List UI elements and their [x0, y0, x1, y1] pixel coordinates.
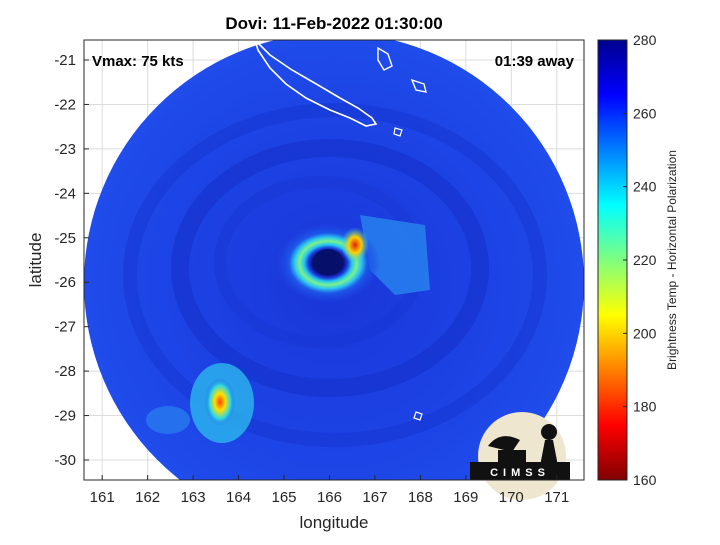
logo-dish [488, 436, 520, 452]
x-tick-label: 166 [317, 489, 342, 506]
cimss-logo: CIMSS [470, 412, 570, 500]
logo-building [498, 450, 526, 464]
y-axis-label: latitude [26, 233, 45, 288]
land-outline-new-caledonia [254, 40, 378, 127]
x-axis-label: longitude [299, 513, 368, 532]
chart-title: Dovi: 11-Feb-2022 01:30:00 [225, 14, 443, 33]
land-outline-island [413, 411, 423, 421]
y-tick-label: -21 [54, 52, 76, 69]
x-tick-label: 170 [499, 489, 524, 506]
y-tick-label: -30 [54, 452, 76, 469]
colorbar [597, 39, 628, 481]
vmax-label: Vmax: 75 kts [92, 53, 184, 70]
colorbar-ticks: 160 180 200 220 240 260 280 [623, 32, 657, 488]
spiral-band [123, 103, 547, 447]
brightness-temp-swath [84, 40, 584, 480]
x-tick-label: 168 [408, 489, 433, 506]
y-tick-label: -25 [54, 230, 76, 247]
convective-band-sw-core [205, 378, 235, 426]
y-tick-label: -29 [54, 408, 76, 425]
colorbar-tick-label: 280 [633, 32, 657, 48]
x-axis-ticks: 161 162 163 164 165 166 167 168 169 170 171 [90, 475, 569, 506]
colorbar-tick-label: 260 [633, 105, 657, 121]
land-outline-island [377, 46, 393, 71]
spiral-band [171, 139, 489, 397]
colorbar-tick-label: 200 [633, 325, 657, 341]
colorbar-tick-label: 160 [633, 472, 657, 488]
convective-band-sw-tail [146, 406, 190, 434]
eye [313, 249, 343, 275]
logo-text: CIMSS [490, 467, 550, 479]
colorbar-tick-label: 240 [633, 179, 657, 195]
y-tick-label: -27 [54, 319, 76, 336]
x-tick-label: 169 [453, 489, 478, 506]
colorbar-label: Brightness Temp - Horizontal Polarizatio… [665, 150, 679, 370]
y-tick-label: -22 [54, 96, 76, 113]
y-tick-label: -23 [54, 141, 76, 158]
y-tick-label: -26 [54, 274, 76, 291]
x-tick-label: 167 [362, 489, 387, 506]
x-tick-label: 163 [181, 489, 206, 506]
y-tick-label: -24 [54, 185, 76, 202]
y-tick-label: -28 [54, 363, 76, 380]
land-outline-island [393, 127, 403, 137]
x-tick-label: 162 [135, 489, 160, 506]
x-tick-label: 165 [271, 489, 296, 506]
logo-radome [541, 424, 557, 440]
colorbar-tick-label: 180 [633, 399, 657, 415]
logo-banner [470, 462, 570, 480]
x-tick-label: 161 [90, 489, 115, 506]
time-away-label: 01:39 away [494, 53, 574, 70]
colorbar-tick-label: 220 [633, 252, 657, 268]
eyewall-hotspot [341, 227, 369, 263]
land-outline-island [410, 78, 427, 93]
x-tick-label: 164 [226, 489, 251, 506]
logo-tower [540, 440, 558, 466]
x-tick-label: 171 [544, 489, 569, 506]
axes-box [83, 39, 585, 481]
y-axis-ticks: -21 -22 -23 -24 -25 -26 -27 -28 -29 -30 [54, 52, 89, 469]
